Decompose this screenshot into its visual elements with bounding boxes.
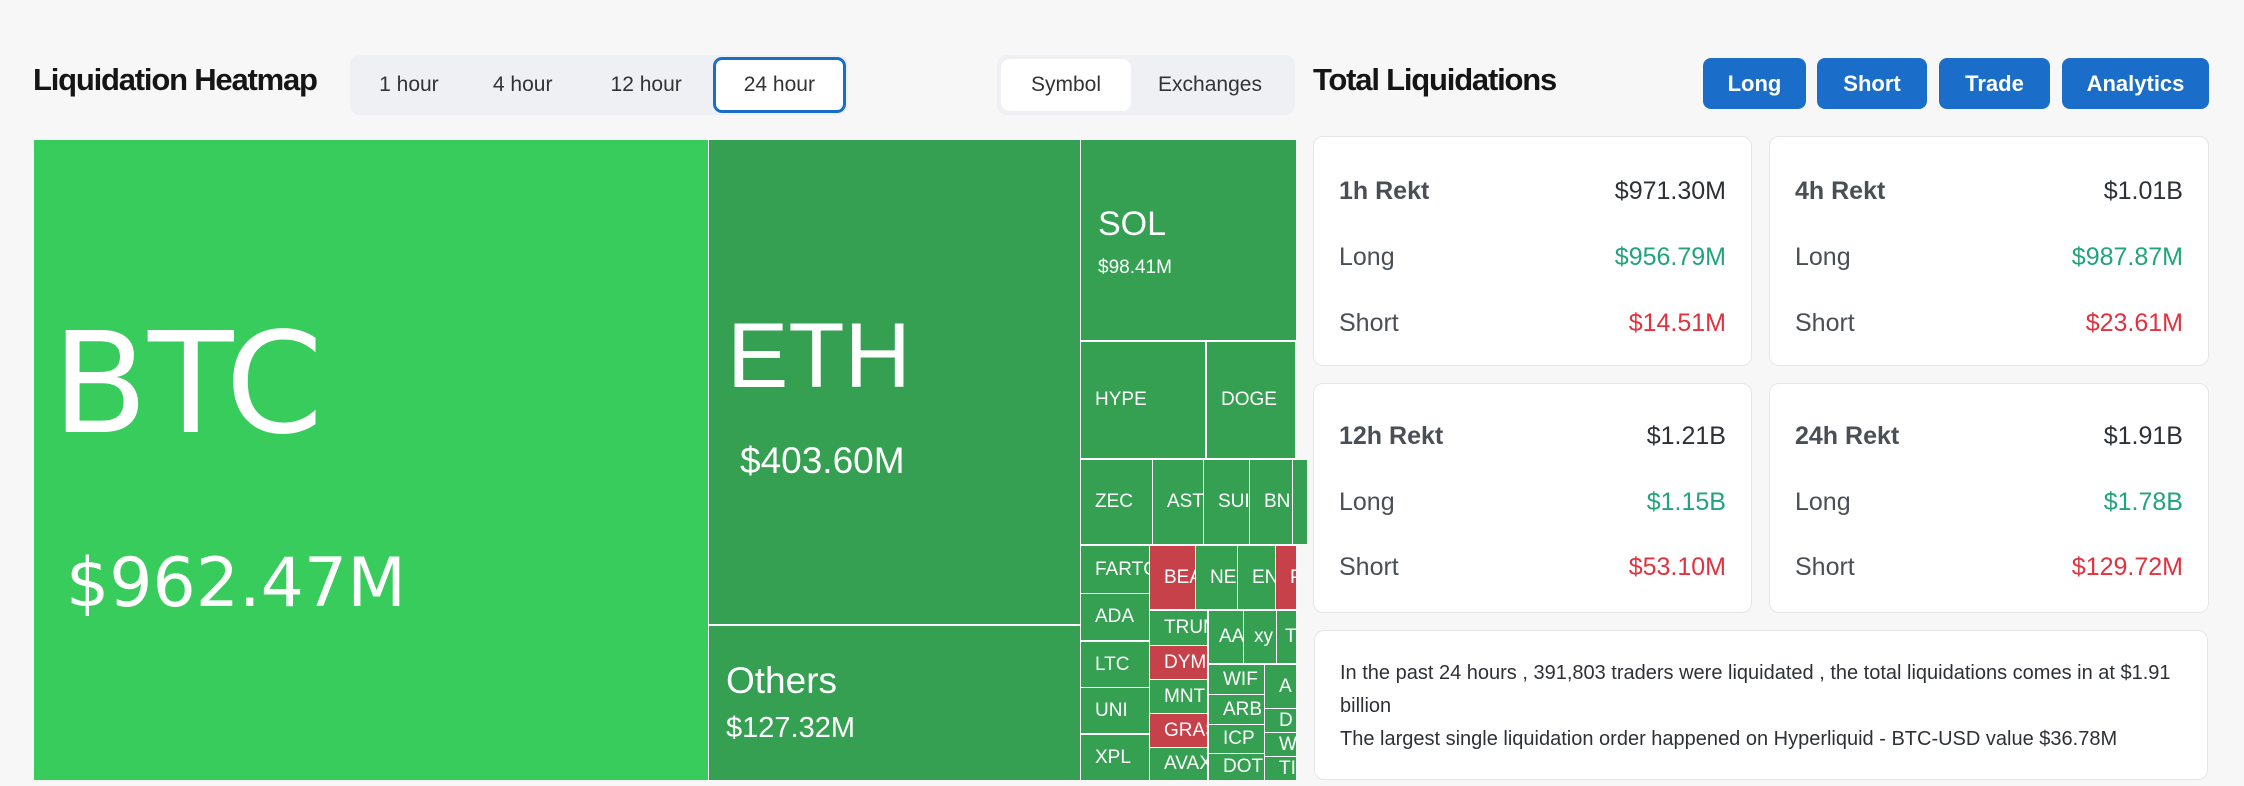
liquidation-treemap: BTC $962.47M ETH $403.60M Others $127.32…: [34, 140, 1307, 780]
tab-symbol[interactable]: Symbol: [1001, 59, 1131, 111]
treemap-cell-farto[interactable]: FARTC: [1081, 546, 1149, 593]
treemap-cell-sol[interactable]: SOL $98.41M: [1081, 140, 1296, 340]
treemap-cell-hype[interactable]: HYPE: [1081, 342, 1205, 458]
card-label: 24h Rekt: [1795, 422, 1900, 450]
cell-value: $403.60M: [740, 440, 905, 481]
treemap-cell-dym[interactable]: DYM: [1150, 646, 1207, 679]
treemap-cell-p[interactable]: P: [1276, 546, 1296, 609]
short-value: $53.10M: [1628, 553, 1726, 581]
treemap-cell-dot[interactable]: DOT: [1209, 754, 1264, 780]
card-label: 4h Rekt: [1795, 177, 1886, 205]
long-label: Long: [1339, 488, 1395, 516]
treemap-cell-ast[interactable]: AST: [1153, 460, 1203, 544]
tab-12-hour[interactable]: 12 hour: [610, 73, 682, 96]
card-total: $1.21B: [1646, 422, 1726, 450]
heatmap-title: Liquidation Heatmap: [33, 62, 318, 97]
trade-button[interactable]: Trade: [1939, 58, 2050, 109]
treemap-cell-ltc[interactable]: LTC: [1081, 642, 1149, 687]
long-label: Long: [1339, 243, 1395, 271]
stat-card-24h: 24h Rekt $1.91B Long $1.78B Short $129.72M: [1769, 383, 2209, 613]
card-label: 12h Rekt: [1339, 422, 1444, 450]
treemap-cell-icp[interactable]: ICP: [1209, 725, 1264, 753]
stat-card-1h: 1h Rekt $971.30M Long $956.79M Short $14.51…: [1313, 136, 1752, 366]
short-value: $14.51M: [1628, 309, 1726, 337]
total-liquidations-title: Total Liquidations: [1313, 62, 1557, 97]
short-value: $23.61M: [2085, 309, 2183, 337]
treemap-cell-others[interactable]: Others $127.32M: [709, 626, 1080, 780]
treemap-cell-a[interactable]: A: [1265, 665, 1296, 708]
liquidation-summary: In the past 24 hours , 391,803 traders w…: [1314, 630, 2208, 780]
treemap-cell-sui[interactable]: SUI: [1204, 460, 1249, 544]
treemap-cell-t[interactable]: T: [1277, 611, 1296, 663]
treemap-cell-extra[interactable]: [1293, 460, 1307, 544]
long-value: $956.79M: [1614, 243, 1726, 271]
tab-exchanges[interactable]: Exchanges: [1158, 73, 1262, 96]
card-total: $1.01B: [2103, 177, 2183, 205]
treemap-cell-bea[interactable]: BEA: [1150, 546, 1195, 609]
treemap-cell-uni[interactable]: UNI: [1081, 688, 1149, 733]
stat-card-4h: 4h Rekt $1.01B Long $987.87M Short $23.61M: [1769, 136, 2209, 366]
view-tabs: Symbol Exchanges: [997, 55, 1295, 115]
long-value: $1.78B: [2103, 488, 2183, 516]
treemap-cell-bn[interactable]: BN: [1250, 460, 1292, 544]
tab-24-hour[interactable]: 24 hour: [712, 57, 846, 113]
treemap-cell-ti[interactable]: TI: [1265, 757, 1296, 780]
treemap-cell-gras[interactable]: GRAS: [1150, 714, 1207, 747]
treemap-cell-eth[interactable]: ETH $403.60M: [709, 140, 1080, 624]
cell-symbol: Others: [726, 660, 838, 701]
treemap-cell-arb[interactable]: ARB: [1209, 695, 1264, 724]
short-value: $129.72M: [2071, 553, 2183, 581]
treemap-cell-trum[interactable]: TRUM: [1150, 611, 1207, 645]
short-label: Short: [1795, 309, 1855, 337]
card-total: $971.30M: [1614, 177, 1726, 205]
summary-line-1: In the past 24 hours , 391,803 traders w…: [1340, 662, 2171, 717]
short-button[interactable]: Short: [1817, 58, 1927, 109]
treemap-cell-zec[interactable]: ZEC: [1081, 460, 1152, 544]
treemap-cell-w[interactable]: W: [1265, 733, 1296, 756]
treemap-cell-xy[interactable]: xy: [1244, 611, 1276, 663]
cell-symbol: BTC: [52, 303, 324, 466]
analytics-button[interactable]: Analytics: [2062, 58, 2209, 109]
cell-value: $962.47M: [66, 544, 406, 623]
cell-value: $127.32M: [726, 712, 855, 744]
treemap-cell-ne[interactable]: NE: [1196, 546, 1237, 609]
cell-symbol: SOL: [1098, 205, 1167, 243]
treemap-cell-xpl[interactable]: XPL: [1081, 735, 1149, 780]
treemap-cell-ada[interactable]: ADA: [1081, 594, 1149, 640]
time-range-tabs: 1 hour 4 hour 12 hour 24 hour: [350, 55, 848, 115]
treemap-cell-en[interactable]: EN: [1238, 546, 1275, 609]
short-label: Short: [1339, 553, 1399, 581]
treemap-cell-btc[interactable]: BTC $962.47M: [34, 140, 708, 780]
tab-1-hour[interactable]: 1 hour: [379, 73, 439, 96]
card-label: 1h Rekt: [1339, 177, 1430, 205]
long-label: Long: [1795, 488, 1851, 516]
treemap-cell-avax[interactable]: AVAX: [1150, 748, 1207, 780]
long-label: Long: [1795, 243, 1851, 271]
treemap-cell-mnt[interactable]: MNT: [1150, 680, 1207, 713]
long-value: $1.15B: [1646, 488, 1726, 516]
short-label: Short: [1795, 553, 1855, 581]
treemap-cell-d[interactable]: D: [1265, 709, 1296, 732]
short-label: Short: [1339, 309, 1399, 337]
treemap-cell-wif[interactable]: WIF: [1209, 665, 1264, 694]
treemap-cell-aa[interactable]: AA: [1209, 611, 1243, 663]
tab-4-hour[interactable]: 4 hour: [492, 73, 553, 96]
long-value: $987.87M: [2071, 243, 2183, 271]
cell-value: $98.41M: [1098, 257, 1172, 278]
cell-symbol: ETH: [727, 305, 911, 407]
treemap-cell-doge[interactable]: DOGE: [1207, 342, 1295, 458]
card-total: $1.91B: [2103, 422, 2183, 450]
stat-card-12h: 12h Rekt $1.21B Long $1.15B Short $53.10M: [1313, 383, 1752, 613]
long-button[interactable]: Long: [1703, 58, 1806, 109]
summary-line-2: The largest single liquidation order hap…: [1340, 728, 2118, 750]
